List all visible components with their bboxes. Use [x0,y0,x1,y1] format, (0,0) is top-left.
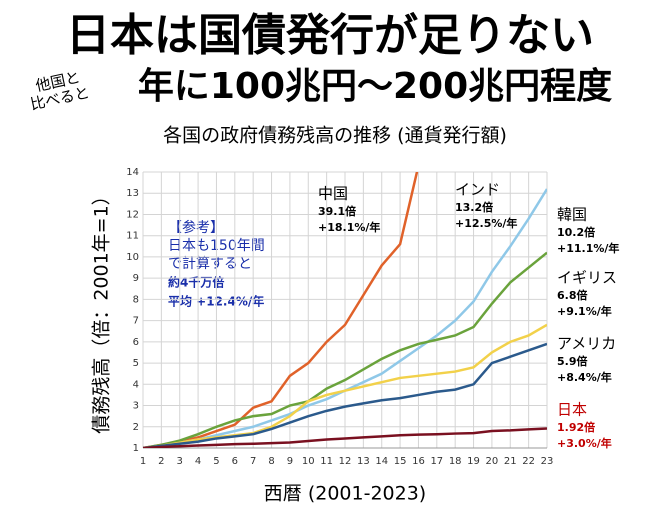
series-growth: +9.1%/年 [557,304,612,318]
series-line [143,323,547,448]
x-tick-label: 15 [394,456,407,467]
y-tick-label: 13 [126,188,139,199]
title-line2: 年に100兆円～200兆円程度 [138,66,612,107]
y-tick-label: 8 [133,294,139,305]
x-tick-label: 3 [177,456,183,467]
series-line [143,342,547,448]
x-tick-label: 7 [250,456,256,467]
series-multiplier: 6.8倍 [557,288,588,302]
y-tick-label: 1 [133,443,139,454]
note-line: で計算すると [168,256,252,272]
chart-title: 日本は国債発行が足りない [66,10,594,61]
x-axis-label: 西暦 (2001-2023) [264,483,426,505]
series-multiplier: 10.2倍 [557,225,595,239]
x-tick-label: 19 [467,456,480,467]
x-tick-label: 14 [375,456,388,467]
y-tick-label: 12 [126,209,139,220]
x-tick-label: 21 [504,456,517,467]
series-name: アメリカ [557,335,616,353]
y-tick-label: 4 [133,379,139,390]
y-tick-label: 5 [133,358,139,369]
note-line: 約4千万倍 [168,275,224,290]
y-tick-label: 2 [133,422,139,433]
x-tick-label: 8 [268,456,274,467]
x-tick-label: 17 [430,456,443,467]
x-tick-label: 6 [232,456,238,467]
series-multiplier: 13.2倍 [455,200,493,214]
x-tick-label: 11 [320,456,333,467]
x-tick-label: 22 [522,456,535,467]
x-tick-label: 13 [357,456,370,467]
y-tick-label: 3 [133,401,139,412]
series-name: インド [455,181,500,199]
y-tick-label: 10 [126,252,139,263]
series-name: 中国 [318,185,348,203]
x-tick-label: 20 [486,456,499,467]
y-tick-label: 6 [133,337,139,348]
series-growth: +12.5%/年 [455,216,517,230]
plot-area [143,172,547,448]
series-line [143,427,547,448]
y-tick-label: 11 [126,231,139,242]
x-tick-label: 18 [449,456,462,467]
x-tick-label: 23 [541,456,554,467]
x-tick-label: 4 [195,456,201,467]
x-tick-label: 1 [140,456,146,467]
y-tick-label: 7 [133,316,139,327]
x-tick-label: 9 [287,456,293,467]
series-growth: +18.1%/年 [318,220,380,234]
series-line [143,172,419,448]
x-tick-label: 5 [213,456,219,467]
x-tick-label: 12 [339,456,352,467]
y-tick-label: 14 [126,167,139,178]
x-tick-label: 16 [412,456,425,467]
series-name: 韓国 [557,206,587,224]
y-tick-label: 9 [133,273,139,284]
series-multiplier: 39.1倍 [318,204,356,218]
series-multiplier: 5.9倍 [557,354,588,368]
series-line [143,251,547,448]
x-tick-label: 2 [158,456,164,467]
x-tick-label: 10 [302,456,315,467]
subtitle: 各国の政府債務残高の推移 (通貨発行額) [163,125,507,147]
series-name: イギリス [557,269,617,287]
note-line: 【参考】 [168,219,224,236]
y-axis-label: 債務残高（倍：2001年=1） [91,186,113,433]
series-growth: +3.0%/年 [557,436,612,450]
series-growth: +8.4%/年 [557,370,612,384]
series-multiplier: 1.92倍 [557,420,595,434]
series-name: 日本 [557,401,587,419]
series-growth: +11.1%/年 [557,241,619,255]
